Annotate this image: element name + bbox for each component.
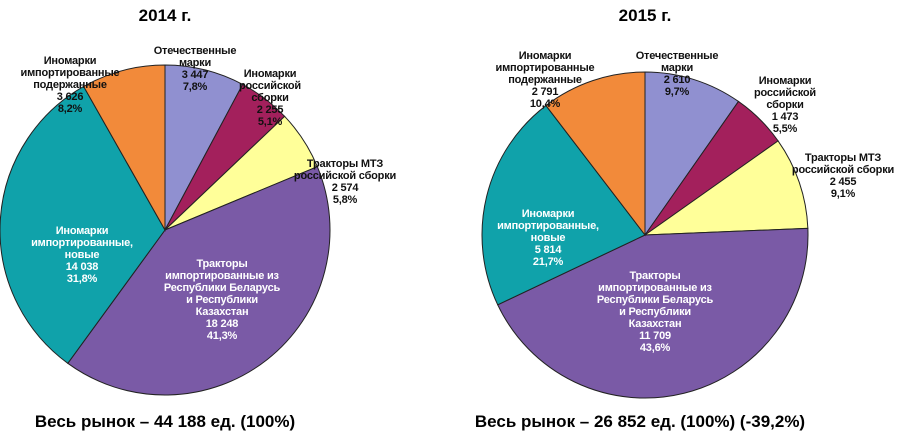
- value-label: 1 473: [771, 111, 799, 123]
- slice-label: Иномарки импортированные подержанные 3 62…: [10, 55, 130, 115]
- slice-label: Тракторы МТЗ российской сборки 2 455 9,1%: [788, 152, 898, 200]
- value-label: 2 574: [331, 182, 359, 194]
- share-label: 5,5%: [772, 123, 798, 135]
- pie-slice: [644, 71, 740, 237]
- value-label: 11 709: [639, 330, 671, 342]
- total-note: Весь рынок – 26 852 ед. (100%) (-39,2%): [474, 412, 806, 431]
- pie-slice: [643, 140, 809, 236]
- category-label: Тракторы импортированные из Республики Б…: [163, 258, 281, 318]
- slice-label: Иномарки импортированные, новые 5 814 21,7…: [493, 208, 603, 268]
- pie-slice: [497, 227, 809, 399]
- category-label: Иномарки российской сборки: [238, 68, 301, 104]
- value-label: 18 248: [205, 318, 239, 330]
- slice-label: Иномарки импортированные подержанные 2 79…: [485, 50, 605, 110]
- share-label: 7,8%: [182, 81, 208, 93]
- value-label: 2 255: [256, 104, 284, 116]
- slice-label: Тракторы МТЗ российской сборки 2 574 5,8%: [290, 158, 400, 206]
- share-label: 5,1%: [257, 116, 283, 128]
- share-label: 21,7%: [532, 256, 564, 268]
- share-label: 43,6%: [639, 342, 671, 354]
- slice-label: Иномарки российской сборки 1 473 5,5%: [735, 75, 835, 135]
- slice-label: Иномарки российской сборки 2 255 5,1%: [220, 68, 320, 128]
- value-label: 2 455: [829, 176, 857, 188]
- slice-label: Тракторы импортированные из Республики Б…: [162, 258, 282, 342]
- category-label: Иномарки импортированные, новые: [31, 225, 133, 261]
- category-label: Иномарки импортированные подержанные: [20, 55, 120, 91]
- total-note: Весь рынок – 44 188 ед. (100%): [34, 412, 296, 431]
- chart-title: 2014 г.: [138, 6, 192, 25]
- share-label: 31,8%: [66, 273, 98, 285]
- chart-title: 2015 г.: [618, 6, 672, 25]
- pie-slice: [481, 104, 646, 306]
- value-label: 14 038: [65, 261, 99, 273]
- value-label: 3 447: [181, 69, 209, 81]
- slice-label: Отечественные марки 3 447 7,8%: [150, 45, 240, 93]
- pie-slice: [0, 85, 166, 365]
- share-label: 9,7%: [664, 86, 690, 98]
- share-label: 5,8%: [332, 194, 358, 206]
- category-label: Отечественные марки: [153, 45, 237, 69]
- category-label: Тракторы импортированные из Республики Б…: [596, 270, 714, 330]
- share-label: 41,3%: [206, 330, 238, 342]
- share-label: 8,2%: [57, 103, 83, 115]
- category-label: Отечественные марки: [635, 50, 719, 74]
- slice-label: Иномарки импортированные, новые 14 038 31,…: [27, 225, 137, 285]
- value-label: 2 791: [531, 86, 559, 98]
- pie-slice: [545, 71, 646, 237]
- category-label: Иномарки российской сборки: [753, 75, 816, 111]
- value-label: 5 814: [534, 244, 562, 256]
- value-label: 3 626: [56, 91, 84, 103]
- category-label: Иномарки импортированные, новые: [497, 208, 599, 244]
- pie-slice: [82, 64, 166, 232]
- slice-label: Отечественные марки 2 610 9,7%: [632, 50, 722, 98]
- pie-slice: [67, 166, 331, 396]
- category-label: Тракторы МТЗ российской сборки: [791, 152, 895, 176]
- slice-label: Тракторы импортированные из Республики Б…: [595, 270, 715, 354]
- share-label: 10,4%: [529, 98, 561, 110]
- category-label: Тракторы МТЗ российской сборки: [293, 158, 397, 182]
- value-label: 2 610: [663, 74, 691, 86]
- share-label: 9,1%: [830, 188, 856, 200]
- category-label: Иномарки импортированные подержанные: [495, 50, 595, 86]
